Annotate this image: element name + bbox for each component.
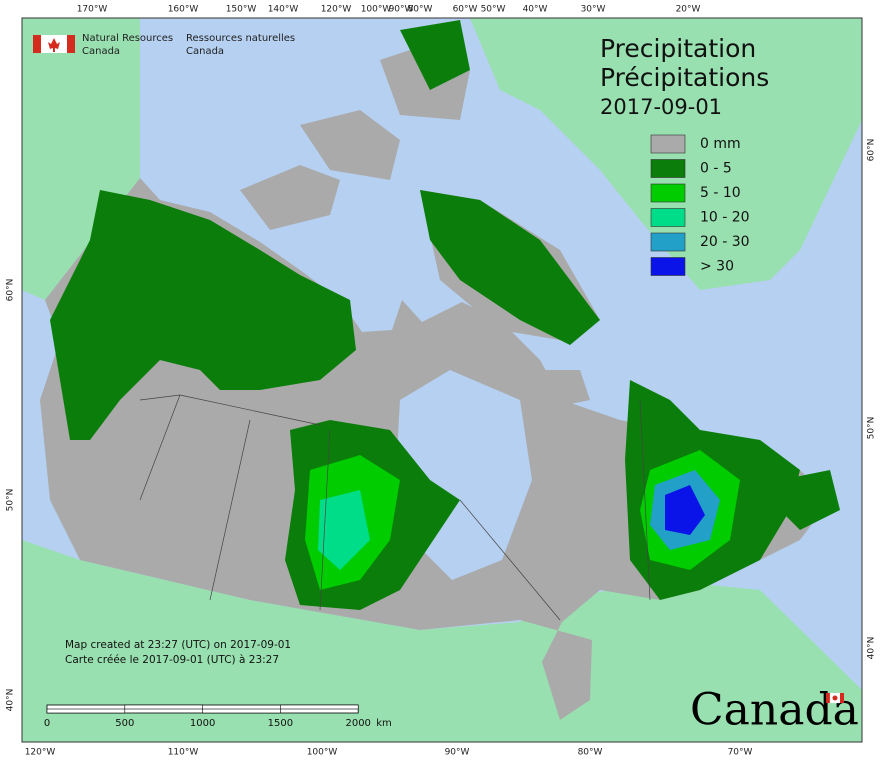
lat-label: 60°N: [867, 139, 877, 162]
lon-label: 80°W: [408, 5, 433, 15]
legend-label: 0 mm: [700, 136, 741, 152]
lon-label: 120°W: [25, 748, 56, 758]
precip-prairies-high: [318, 490, 370, 570]
legend-label: 5 - 10: [700, 185, 741, 201]
scale-label: 1500: [268, 718, 293, 729]
precip-quebec-max: [665, 485, 705, 535]
title-fr: Précipitations: [600, 63, 769, 92]
flag-bar: [67, 35, 75, 53]
legend-label: 20 - 30: [700, 234, 750, 250]
map-area: [22, 18, 862, 742]
scale-unit: km: [376, 718, 392, 729]
lon-label: 30°W: [581, 5, 606, 15]
lon-label: 150°W: [226, 5, 257, 15]
maple-leaf: [48, 38, 60, 52]
legend-swatch: [650, 183, 686, 203]
lon-label: 160°W: [168, 5, 199, 15]
lat-label: 50°N: [6, 489, 16, 512]
scale-segment: [202, 708, 281, 714]
legend-label: 10 - 20: [700, 210, 750, 226]
lon-label: 40°W: [523, 5, 548, 15]
wordmark-flag: [826, 693, 830, 703]
lon-label: 110°W: [168, 748, 199, 758]
legend-swatch: [650, 134, 686, 154]
title-en: Precipitation: [600, 34, 756, 63]
scale-bar: 0 500 1000 1500 2000 km: [44, 704, 392, 729]
lat-label: 60°N: [6, 279, 16, 302]
lat-label: 40°N: [6, 689, 16, 712]
note: Carte créée le 2017-09-01 (UTC) à 23:27: [65, 654, 279, 666]
scale-segment: [124, 704, 203, 710]
lon-label: 80°W: [578, 748, 603, 758]
legend-swatch: [650, 232, 686, 252]
precip-arctic: [400, 20, 600, 345]
legend-swatch: [650, 208, 686, 227]
agency-fr: Canada: [186, 46, 224, 57]
lon-label: 20°W: [676, 5, 701, 15]
legend: 0 mm 0 - 5 5 - 10 10 - 20 20 - 30 > 30: [650, 134, 750, 276]
map-frame: [21, 17, 863, 743]
lon-label: 90°W: [445, 748, 470, 758]
scale-segment: [46, 708, 126, 714]
lon-label: 100°W: [307, 748, 338, 758]
scale-label: 0: [44, 718, 50, 729]
lon-label: 90°W: [389, 5, 414, 15]
wordmark-text: Canada: [690, 685, 859, 736]
agency-en: Natural Resources: [82, 33, 173, 44]
scale-label: 2000: [345, 718, 370, 729]
arctic-islands: [240, 40, 600, 410]
precip-northwest: [50, 190, 356, 440]
scale-segment: [280, 704, 359, 710]
graticule-labels: 170°W 160°W 150°W 140°W 120°W 100°W90°W80°W 60…: [6, 5, 877, 758]
wordmark: Canada: [690, 685, 859, 736]
lon-label: 170°W: [77, 5, 108, 15]
lon-label: 100°W: [361, 5, 392, 15]
lon-label: 140°W: [268, 5, 299, 15]
flag-bar: [33, 35, 41, 53]
wordmark-leaf: [832, 695, 838, 701]
title-date: 2017-09-01: [600, 95, 722, 119]
lon-label: 120°W: [321, 5, 352, 15]
greenland: [470, 18, 862, 290]
legend-swatch: [650, 257, 686, 276]
scale-label: 1000: [190, 718, 215, 729]
alaska: [22, 18, 140, 300]
legend-label: > 30: [700, 259, 734, 275]
lat-label: 40°N: [867, 637, 877, 660]
note: Map created at 23:27 (UTC) on 2017-09-01: [65, 639, 291, 651]
borders: [139, 394, 651, 621]
legend-swatch: [650, 159, 686, 178]
lon-label: 50°W: [481, 5, 506, 15]
scale-label: 500: [115, 718, 134, 729]
precip-newfoundland: [780, 470, 840, 530]
lat-label: 50°N: [867, 417, 877, 440]
wordmark-flag: [840, 693, 844, 703]
agency-logo: Natural Resources Canada Ressources natu…: [33, 33, 295, 57]
lon-label: 70°W: [728, 748, 753, 758]
legend-label: 0 - 5: [700, 161, 732, 177]
agency-fr: Ressources naturelles: [186, 33, 295, 44]
lon-label: 60°W: [453, 5, 478, 15]
agency-en: Canada: [82, 46, 120, 57]
